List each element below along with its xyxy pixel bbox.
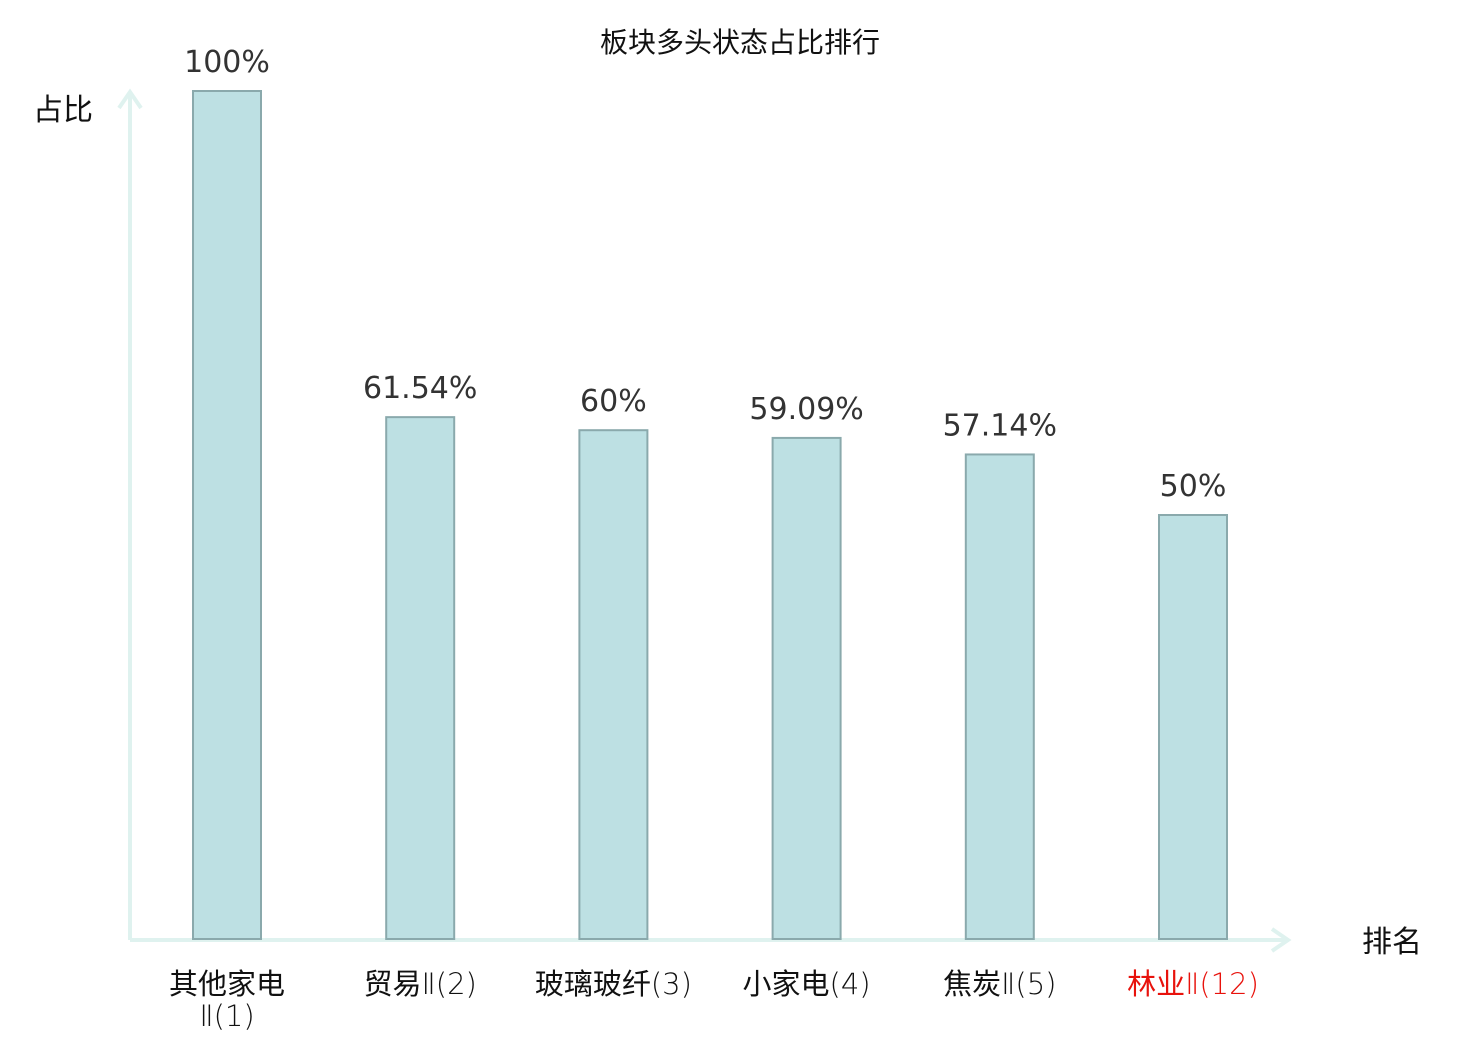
bar-5: [964, 453, 1035, 940]
category-label-4: 小家电(4): [743, 967, 871, 1001]
value-label-6: 50%: [1160, 469, 1227, 504]
category-label-1: 其他家电 Ⅱ(1): [169, 967, 285, 1033]
bar-4: [771, 436, 842, 940]
bars: [192, 90, 1228, 940]
category-suffix: Ⅱ(1): [199, 999, 254, 1033]
y-axis: [117, 88, 143, 940]
category-labels: 其他家电 Ⅱ(1) 贸易Ⅱ(2) 玻璃玻纤(3) 小家电(4) 焦炭Ⅱ(5) 林业Ⅱ(12): [169, 967, 1259, 1033]
bar-3: [578, 429, 649, 940]
category-label-3: 玻璃玻纤(3): [535, 967, 692, 1001]
bar-1: [192, 90, 262, 940]
category-name: 焦炭: [943, 967, 1001, 1001]
y-axis-label: 占比: [33, 93, 93, 128]
value-label-4: 59.09%: [749, 392, 863, 427]
chart-title: 板块多头状态占比排行: [600, 26, 880, 59]
category-suffix: (4): [830, 967, 871, 1001]
category-suffix: (3): [651, 967, 692, 1001]
value-label-2: 61.54%: [363, 371, 477, 406]
value-label-5: 57.14%: [943, 408, 1057, 443]
bar-2: [385, 416, 456, 940]
category-label-5: 焦炭Ⅱ(5): [943, 967, 1056, 1001]
category-label-6: 林业Ⅱ(12): [1127, 967, 1259, 1001]
category-suffix: Ⅱ(2): [422, 967, 477, 1001]
category-name: 林业: [1127, 967, 1185, 1001]
value-labels: 100% 61.54% 60% 59.09% 57.14% 50%: [184, 45, 1226, 504]
bar-6: [1158, 514, 1228, 940]
category-name: 玻璃玻纤: [535, 967, 651, 1001]
category-name: 小家电: [743, 967, 830, 1001]
x-axis: [130, 927, 1292, 953]
category-name: 贸易: [364, 967, 422, 1001]
value-label-3: 60%: [580, 384, 647, 419]
category-label-2: 贸易Ⅱ(2): [364, 967, 477, 1001]
category-suffix: Ⅱ(12): [1185, 967, 1259, 1001]
x-axis-label: 排名: [1362, 925, 1422, 960]
value-label-1: 100%: [184, 45, 270, 80]
category-suffix: Ⅱ(5): [1001, 967, 1056, 1001]
category-name: 其他家电: [169, 967, 285, 1001]
